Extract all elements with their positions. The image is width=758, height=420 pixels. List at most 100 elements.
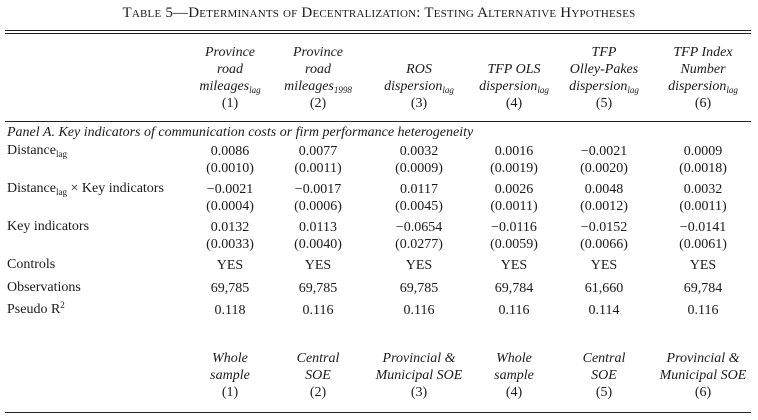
column-header-line: Province — [268, 44, 368, 61]
column-header-line: road — [268, 61, 368, 78]
column-number: (5) — [595, 385, 613, 400]
coefficient-cell: 0.0113 — [299, 220, 337, 235]
column-number: (3) — [410, 96, 428, 111]
row-label-text: Distance — [7, 181, 56, 196]
sample-label-1: Whole sample (1) — [170, 350, 290, 401]
value-cell: 0.116 — [498, 303, 530, 318]
column-header-subscript: 1998 — [333, 85, 352, 95]
coefficient-cell: −0.0654 — [395, 220, 443, 235]
sample-label-5: Central SOE (5) — [544, 350, 664, 401]
column-header-text: mileages — [199, 79, 250, 94]
standard-error-cell: (0.0011) — [294, 161, 342, 176]
column-header-4: TFP OLS dispersionlag (4) — [464, 61, 564, 112]
column-header-subscript: lag — [627, 85, 639, 95]
standard-error-cell: (0.0040) — [294, 237, 342, 252]
coefficient-cell: 0.0048 — [584, 182, 624, 197]
coefficient-cell: 0.0117 — [400, 182, 438, 197]
sample-label-line: Provincial & — [382, 351, 456, 366]
sample-label-line: sample — [210, 368, 250, 383]
column-header-line: dispersionlag — [464, 78, 564, 95]
value-cell: 0.116 — [403, 303, 435, 318]
sample-label-line: sample — [494, 368, 534, 383]
coefficient-cell: 0.0032 — [399, 144, 439, 159]
bottom-rule — [5, 412, 751, 413]
standard-error-cell: (0.0004) — [206, 199, 254, 214]
column-header-subscript: lag — [442, 85, 454, 95]
column-number: (2) — [309, 385, 327, 400]
standard-error-cell: (0.0061) — [679, 237, 727, 252]
row-label-text: Distance — [7, 143, 56, 158]
column-header-text: Number — [680, 62, 726, 77]
column-header-text: road — [305, 62, 331, 77]
standard-error-cell: (0.0066) — [580, 237, 628, 252]
column-header-line: TFP Index — [653, 44, 753, 61]
column-number: (5) — [595, 96, 613, 111]
column-header-line: dispersionlag — [369, 78, 469, 95]
column-header-text: TFP — [591, 45, 617, 60]
standard-error-cell: (0.0011) — [490, 199, 538, 214]
column-number: (1) — [221, 385, 239, 400]
row-label: Pseudo R2 — [7, 300, 65, 318]
value-cell: 69,784 — [494, 281, 534, 296]
column-number: (1) — [221, 96, 239, 111]
panel-title: Panel A. Key indicators of communication… — [7, 125, 474, 140]
header-rule — [5, 121, 751, 122]
column-number: (6) — [694, 385, 712, 400]
sample-label-line: Central — [582, 351, 626, 366]
column-header-subscript: lag — [537, 85, 549, 95]
standard-error-cell: (0.0277) — [395, 237, 443, 252]
column-header-text: TFP OLS — [487, 62, 541, 77]
row-label-subscript: lag — [55, 187, 67, 197]
coefficient-cell: 0.0016 — [494, 144, 534, 159]
coefficient-cell: 0.0086 — [210, 144, 250, 159]
value-cell: 69,785 — [210, 281, 250, 296]
column-header-line: TFP — [554, 44, 654, 61]
value-cell: 69,785 — [298, 281, 338, 296]
column-header-text: dispersion — [569, 79, 628, 94]
standard-error-cell: (0.0006) — [294, 199, 342, 214]
column-header-text: ROS — [406, 62, 432, 77]
row-label-text: × Key indicators — [66, 181, 164, 196]
coefficient-cell: 0.0009 — [683, 144, 723, 159]
column-header-text: Olley-Pakes — [569, 62, 639, 77]
coefficient-cell: −0.0021 — [206, 182, 254, 197]
coefficient-cell: 0.0132 — [210, 220, 250, 235]
column-header-6: TFP Index Number dispersionlag (6) — [653, 44, 753, 112]
top-rule-2 — [5, 33, 751, 34]
column-header-line: dispersionlag — [554, 78, 654, 95]
column-header-text: dispersion — [384, 79, 443, 94]
column-header-text: dispersion — [479, 79, 538, 94]
column-header-subscript: lag — [726, 85, 738, 95]
coefficient-cell: −0.0152 — [580, 220, 628, 235]
row-label-text: Key indicators — [7, 219, 90, 234]
row-label: Distancelag — [7, 143, 67, 159]
row-label: Observations — [7, 280, 81, 296]
value-cell: 0.116 — [302, 303, 334, 318]
value-cell: 0.116 — [687, 303, 719, 318]
standard-error-cell: (0.0020) — [580, 161, 628, 176]
column-header-line: ROS — [369, 61, 469, 78]
sample-label-line: Whole — [496, 351, 532, 366]
column-header-text: Province — [292, 45, 343, 60]
row-label-text: Pseudo R — [7, 302, 61, 317]
coefficient-cell: 0.0026 — [494, 182, 534, 197]
column-header-line: dispersionlag — [653, 78, 753, 95]
row-label-text: Observations — [7, 280, 81, 295]
column-header-line: Number — [653, 61, 753, 78]
column-header-3: ROS dispersionlag (3) — [369, 61, 469, 112]
row-label-superscript: 2 — [60, 300, 65, 310]
value-cell: 0.118 — [214, 303, 246, 318]
standard-error-cell: (0.0011) — [679, 199, 727, 214]
row-label: Controls — [7, 257, 55, 273]
sample-label-6: Provincial & Municipal SOE (6) — [643, 350, 758, 401]
value-cell: YES — [405, 258, 433, 273]
sample-label-line: Municipal SOE — [659, 368, 747, 383]
column-header-text: dispersion — [668, 79, 727, 94]
column-header-line: Olley-Pakes — [554, 61, 654, 78]
column-header-1: Province road mileageslag (1) — [180, 44, 280, 112]
standard-error-cell: (0.0045) — [395, 199, 443, 214]
sample-label-line: Provincial & — [666, 351, 740, 366]
column-header-line: mileageslag — [180, 78, 280, 95]
column-header-subscript: lag — [249, 85, 261, 95]
column-header-text: road — [217, 62, 243, 77]
